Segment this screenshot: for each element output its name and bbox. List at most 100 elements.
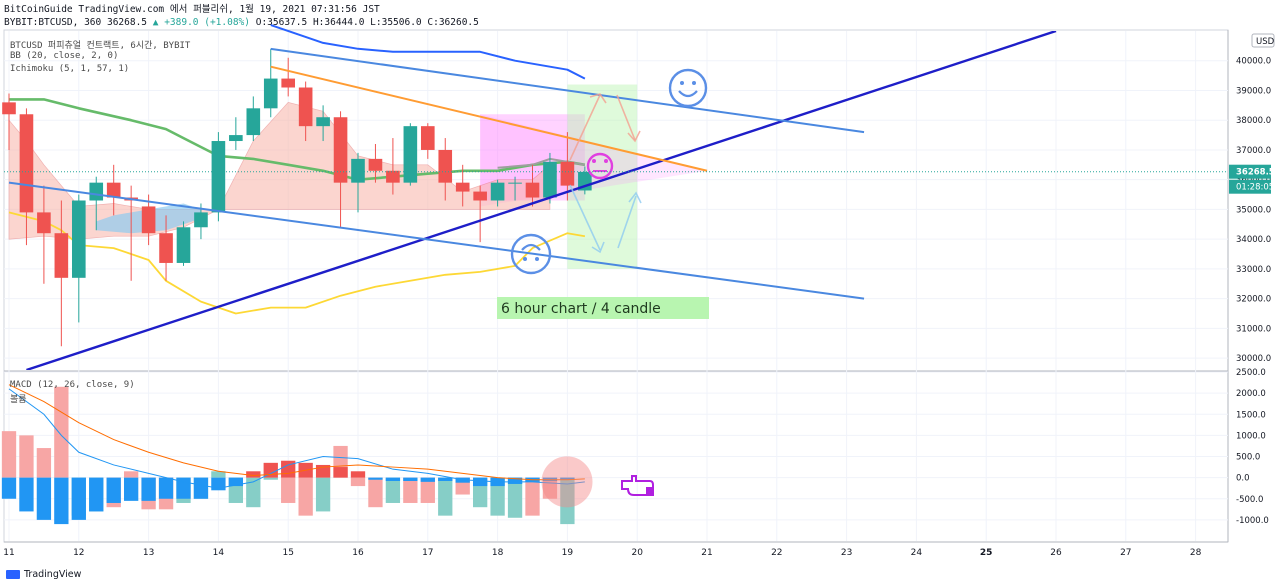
candle-body — [316, 117, 330, 127]
macd-hist-bar — [246, 471, 261, 478]
face — [586, 152, 614, 180]
candle-body — [368, 158, 383, 171]
trend-line — [270, 65, 708, 172]
annotation-text: 6 hour chart / 4 candle — [501, 301, 661, 317]
eye — [692, 81, 696, 85]
annotation-box — [497, 297, 709, 319]
hand-outline — [621, 475, 654, 496]
macd-tick-label: -500.0 — [1236, 495, 1263, 505]
price-labels: USD 36268.5 01:28:05 — [4, 33, 1275, 194]
time-tick-label: 25 — [980, 548, 993, 558]
brand-name: TradingView — [24, 569, 82, 580]
volume-bar — [507, 477, 523, 518]
candle-body — [159, 233, 173, 263]
volume-bar — [438, 477, 453, 516]
brand-footer[interactable]: TradingView — [6, 569, 81, 580]
volume-bar — [246, 477, 261, 508]
volume-bar — [123, 471, 139, 478]
arrow-head — [589, 93, 607, 104]
candle-body — [333, 117, 348, 183]
macd-hist-bar — [141, 477, 156, 501]
highlight-circle — [541, 456, 593, 508]
volume-bar — [315, 477, 331, 512]
candle-body — [246, 108, 261, 136]
arrow-up-red — [569, 94, 601, 161]
neutral-smiley-icon — [586, 152, 614, 180]
mouth — [521, 243, 541, 251]
trend-line — [270, 47, 865, 134]
macd-tick-label: 1500.0 — [1236, 410, 1266, 420]
time-tick-label: 28 — [1190, 548, 1202, 558]
time-tick-label: 13 — [143, 548, 154, 558]
macd-tick-label: 1000.0 — [1236, 431, 1266, 441]
time-tick-label: 11 — [3, 548, 14, 558]
candle-body — [386, 170, 400, 183]
price-axis: 30000.0 31000.0 32000.0 33000.0 34000.0 35000… — [1236, 57, 1271, 364]
publish-info: BitCoinGuide TradingView.com 에서 퍼블리쉬, 1월… — [4, 4, 380, 16]
candle-body — [71, 200, 86, 278]
macd-hist-bar — [333, 467, 348, 478]
arrow-up-blue — [617, 195, 637, 249]
arrow-head — [628, 191, 642, 204]
macd-hist-bar — [193, 477, 209, 499]
candle-body — [263, 78, 278, 109]
legend-bb: BB (20, close, 2, 0) — [10, 51, 119, 61]
macd-hist-bar — [71, 477, 86, 520]
hand-cuff — [646, 487, 652, 494]
macd-tick-label: 500.0 — [1236, 453, 1260, 463]
candle-body — [106, 182, 121, 198]
macd-axis: -1000.0 -500.0 0.0 500.0 1000.0 1500.0 2000.0 2… — [1236, 368, 1269, 526]
macd-tick-label: 2500.0 — [1236, 368, 1266, 378]
trend-lines — [8, 31, 1057, 370]
macd-tick-label: 0.0 — [1236, 474, 1250, 484]
price-tick-label: 38000.0 — [1236, 116, 1271, 126]
macd-hist-bar — [19, 477, 34, 512]
price-tick-label: 39000.0 — [1236, 86, 1271, 96]
candle-body — [54, 233, 69, 278]
symbol-ohlc-line: BYBIT:BTCUSD, 360 36268.5 ▲ +389.0 (+1.0… — [4, 17, 479, 29]
series-line — [270, 24, 586, 80]
volume-bar — [19, 435, 34, 478]
macd-hist-bar — [350, 471, 366, 478]
candle-body — [229, 135, 243, 142]
volume-bar — [420, 477, 435, 503]
candle-body — [37, 212, 51, 234]
time-tick-label: 17 — [422, 548, 433, 558]
time-tick-label: 21 — [701, 548, 712, 558]
macd-hist-bar — [368, 477, 383, 480]
candle-body — [490, 182, 505, 201]
macd-hist-bar — [472, 477, 488, 487]
volume-bar — [385, 477, 401, 503]
candle-body — [281, 78, 296, 88]
candle-body — [473, 191, 487, 201]
current-price: 36268.5 — [106, 17, 148, 28]
pointing-hand-icon — [621, 475, 654, 496]
volume-bar — [560, 477, 575, 525]
countdown-text: 01:28:05 — [1236, 183, 1274, 193]
candle-body — [2, 102, 16, 115]
trend-line — [26, 31, 1057, 370]
volume-bar — [525, 477, 540, 516]
trend-line — [8, 181, 865, 300]
candle-body — [560, 161, 575, 186]
macd-hist-bar — [106, 477, 121, 503]
candle-body — [525, 182, 540, 198]
publish-info-text: BitCoinGuide TradingView.com 에서 퍼블리쉬, 1월… — [4, 4, 380, 15]
arrow-down-blue — [569, 184, 601, 251]
happy-smiley-icon — [668, 68, 708, 108]
legend-main: BTCUSD 퍼피츄얼 컨트랙트, 6시간, BYBIT — [10, 41, 191, 51]
price-tick-label: 33000.0 — [1236, 265, 1271, 275]
face — [668, 68, 708, 108]
eye — [592, 159, 596, 163]
eye — [535, 257, 539, 261]
volume-bar — [1, 431, 17, 478]
time-tick-label: 16 — [352, 548, 364, 558]
ohlc-open: O:35637.5 — [255, 17, 308, 28]
candle-body — [298, 87, 313, 127]
volume-bar — [350, 477, 366, 487]
drawings — [510, 68, 708, 275]
arrow-head — [591, 241, 605, 254]
eye — [523, 257, 527, 261]
macd-hist-bar — [1, 477, 17, 499]
